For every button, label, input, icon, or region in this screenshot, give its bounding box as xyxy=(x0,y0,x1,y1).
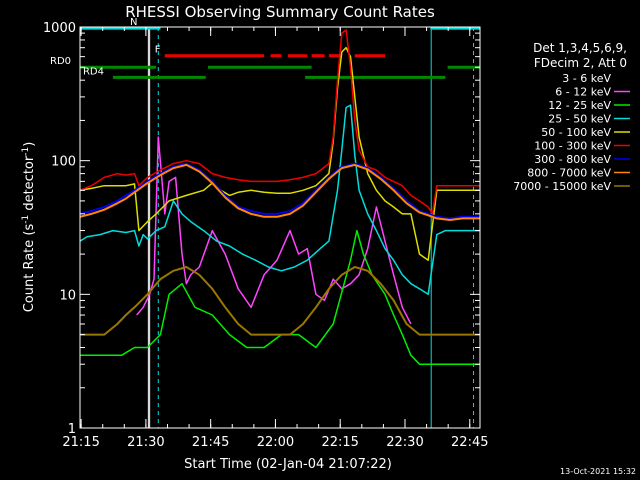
flag-label: RD4 xyxy=(83,66,104,77)
footer-date: 13-Oct-2021 15:32 xyxy=(560,467,636,476)
x-tick-label: 22:00 xyxy=(257,435,294,450)
flag-label: N xyxy=(130,17,137,28)
series-line xyxy=(79,29,480,215)
x-tick-label: 22:30 xyxy=(386,435,423,450)
legend-entry: 50 - 100 keV xyxy=(541,126,611,139)
series-line xyxy=(80,229,480,365)
y-label-sup1: -1 xyxy=(21,215,31,224)
legend-entry: 3 - 6 keV xyxy=(562,72,611,85)
legend-entry: 300 - 800 keV xyxy=(534,153,611,166)
flag-label: F xyxy=(155,45,161,56)
series-line xyxy=(79,104,480,296)
legend-entry: 100 - 300 keV xyxy=(534,140,611,153)
x-tick-label: 21:30 xyxy=(127,435,164,450)
x-axis: 21:15 21:30 21:45 22:00 22:15 22:30 22:45 xyxy=(62,27,489,450)
series-line xyxy=(174,120,416,429)
y-label-mid: detector xyxy=(22,155,37,215)
series-line xyxy=(79,163,480,221)
flag-label: RD0 xyxy=(50,56,71,67)
y-axis-label: Count Rate (s-1 detector-1) xyxy=(21,142,37,313)
y-tick-label: 1000 xyxy=(43,21,76,36)
x-tick-label: 21:15 xyxy=(62,435,99,450)
y-axis: 1 10 100 1000 xyxy=(43,21,480,437)
legend-header: FDecim 2, Att 0 xyxy=(534,56,627,70)
plot-area xyxy=(147,27,475,428)
legend-entry: 25 - 50 keV xyxy=(548,113,611,126)
x-tick-label: 22:45 xyxy=(451,435,488,450)
y-tick-label: 100 xyxy=(51,155,76,170)
legend: Det 1,3,4,5,6,9,FDecim 2, Att 0 3 - 6 keV… xyxy=(513,41,630,193)
legend-entry: 800 - 7000 keV xyxy=(527,167,611,180)
series-layer xyxy=(79,29,480,429)
legend-entry: 12 - 25 keV xyxy=(548,99,611,112)
chart-title: RHESSI Observing Summary Count Rates xyxy=(125,3,435,21)
y-tick-label: 1 xyxy=(68,422,76,437)
series-line xyxy=(80,266,480,336)
x-tick-label: 22:15 xyxy=(321,435,358,450)
series-line xyxy=(79,162,480,220)
y-label-main: Count Rate (s xyxy=(22,224,37,313)
y-label-end: ) xyxy=(22,142,37,147)
x-axis-label: Start Time (02-Jan-04 21:07:22) xyxy=(184,457,392,472)
legend-entry: 7000 - 15000 keV xyxy=(513,180,611,193)
y-tick-label: 10 xyxy=(59,288,76,303)
y-label-sup2: -1 xyxy=(21,147,31,156)
x-tick-label: 21:45 xyxy=(192,435,229,450)
plot-frame xyxy=(79,26,481,429)
legend-header: Det 1,3,4,5,6,9, xyxy=(533,41,627,55)
legend-entry: 6 - 12 keV xyxy=(555,86,611,99)
flag-bars: N F RD0 RD4 xyxy=(50,17,480,79)
series-line xyxy=(79,46,480,261)
